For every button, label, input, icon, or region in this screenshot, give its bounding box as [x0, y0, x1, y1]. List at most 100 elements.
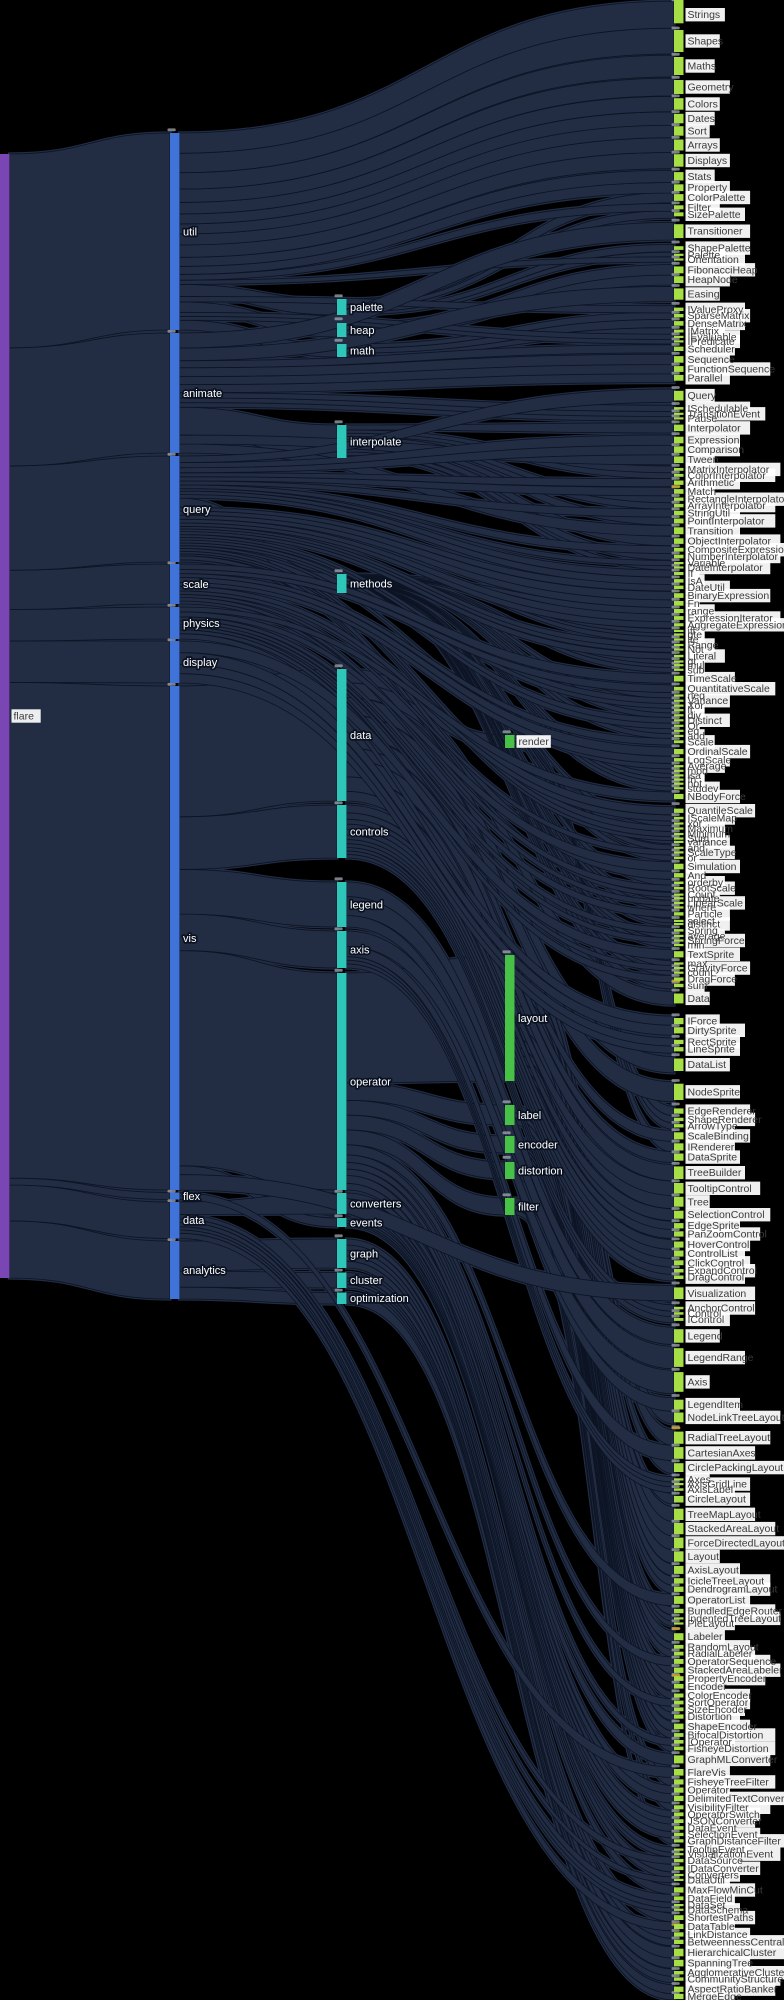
svg-text:Filter: Filter	[688, 202, 712, 214]
svg-text:LinkDistance: LinkDistance	[688, 1929, 748, 1941]
svg-text:GraphMLConverter: GraphMLConverter	[688, 1754, 778, 1766]
svg-text:fn: fn	[688, 774, 697, 786]
svg-text:layout: layout	[518, 1013, 547, 1025]
svg-text:MaxFlowMinCut: MaxFlowMinCut	[688, 1885, 763, 1897]
svg-text:RandomLayout: RandomLayout	[688, 1641, 759, 1653]
svg-text:DateUtil: DateUtil	[688, 582, 725, 594]
svg-text:SparseMatrix: SparseMatrix	[688, 310, 751, 322]
svg-text:ExpandControl: ExpandControl	[688, 1265, 757, 1277]
svg-text:Spring: Spring	[688, 925, 719, 937]
svg-text:eq: eq	[688, 725, 700, 737]
svg-text:distinct: distinct	[688, 919, 721, 931]
svg-text:sum: sum	[688, 980, 708, 992]
svg-text:ShortestPaths: ShortestPaths	[688, 1912, 754, 1924]
svg-text:variance: variance	[688, 836, 728, 848]
svg-text:Dates: Dates	[688, 113, 715, 125]
svg-text:Maximum: Maximum	[688, 823, 734, 835]
svg-text:PanZoomControl: PanZoomControl	[688, 1229, 767, 1241]
svg-text:FlareVis: FlareVis	[688, 1767, 726, 1779]
svg-text:If: If	[688, 568, 694, 580]
svg-text:Fn: Fn	[688, 598, 700, 610]
svg-text:BifocalDistortion: BifocalDistortion	[688, 1730, 764, 1742]
svg-text:DirtySprite: DirtySprite	[688, 1025, 737, 1037]
svg-text:DataSource: DataSource	[688, 1855, 744, 1867]
svg-text:and: and	[688, 842, 706, 854]
svg-text:Simulation: Simulation	[688, 861, 737, 873]
svg-text:min: min	[688, 940, 705, 952]
svg-text:range: range	[688, 606, 715, 618]
svg-text:CompositeExpression: CompositeExpression	[688, 544, 784, 556]
svg-text:OrdinalScale: OrdinalScale	[688, 746, 748, 758]
svg-text:converters: converters	[350, 1198, 402, 1210]
svg-text:Orientation: Orientation	[688, 254, 740, 266]
svg-text:orderby: orderby	[688, 877, 724, 889]
svg-text:SizePalette: SizePalette	[688, 209, 741, 221]
svg-text:cluster: cluster	[350, 1275, 383, 1287]
svg-text:Maths: Maths	[688, 61, 717, 73]
svg-text:CartesianAxes: CartesianAxes	[688, 1447, 756, 1459]
svg-text:PointInterpolator: PointInterpolator	[688, 515, 766, 527]
svg-text:VisualizationEvent: VisualizationEvent	[688, 1849, 774, 1861]
svg-text:Transition: Transition	[688, 525, 734, 537]
svg-text:NodeSprite: NodeSprite	[688, 1086, 741, 1098]
svg-text:ExpressionIterator: ExpressionIterator	[688, 613, 774, 625]
svg-text:TimeScale: TimeScale	[688, 673, 737, 685]
svg-text:ShapeRenderer: ShapeRenderer	[688, 1114, 763, 1126]
svg-text:Match: Match	[688, 486, 717, 498]
svg-text:gte: gte	[688, 629, 703, 641]
svg-text:Tween: Tween	[688, 454, 719, 466]
svg-text:where: where	[687, 902, 717, 914]
svg-text:StackedAreaLayout: StackedAreaLayout	[688, 1523, 780, 1535]
svg-text:Labeler: Labeler	[688, 1631, 724, 1643]
svg-text:animate: animate	[183, 388, 222, 400]
svg-text:ArrowType: ArrowType	[688, 1120, 738, 1132]
svg-text:DataSet: DataSet	[688, 1900, 726, 1912]
svg-text:lt: lt	[688, 705, 693, 717]
svg-text:DataField: DataField	[688, 1893, 733, 1905]
svg-text:heap: heap	[350, 325, 374, 337]
svg-text:DataSprite: DataSprite	[688, 1152, 738, 1164]
svg-text:QuantitativeScale: QuantitativeScale	[688, 683, 770, 695]
svg-text:AxisLabel: AxisLabel	[688, 1484, 734, 1496]
svg-text:CircleLayout: CircleLayout	[688, 1494, 746, 1506]
svg-text:Particle: Particle	[688, 908, 723, 920]
svg-text:OperatorSequence: OperatorSequence	[688, 1656, 777, 1668]
svg-text:IRenderer: IRenderer	[688, 1141, 735, 1153]
svg-text:methods: methods	[350, 578, 393, 590]
svg-text:sub: sub	[688, 664, 705, 676]
svg-text:ForceDirectedLayout: ForceDirectedLayout	[688, 1537, 784, 1549]
svg-text:DataTable: DataTable	[688, 1921, 735, 1933]
svg-text:mod: mod	[688, 765, 709, 777]
svg-text:Axis: Axis	[688, 1376, 708, 1388]
svg-text:SelectionControl: SelectionControl	[688, 1209, 765, 1221]
svg-text:HierarchicalCluster: HierarchicalCluster	[688, 1947, 777, 1959]
svg-text:ColorEncoder: ColorEncoder	[688, 1690, 753, 1702]
svg-text:DataEvent: DataEvent	[688, 1822, 737, 1834]
svg-text:HeapNode: HeapNode	[688, 274, 738, 286]
svg-text:neq: neq	[688, 690, 706, 702]
svg-text:IForce: IForce	[688, 1016, 718, 1028]
svg-text:DenseMatrix: DenseMatrix	[688, 318, 748, 330]
svg-text:SelectionEvent: SelectionEvent	[688, 1829, 758, 1841]
svg-text:Encoder: Encoder	[688, 1681, 728, 1693]
svg-text:TooltipControl: TooltipControl	[688, 1183, 752, 1195]
svg-text:Operator: Operator	[688, 1785, 730, 1797]
svg-text:average: average	[688, 930, 726, 942]
svg-text:Easing: Easing	[688, 289, 720, 301]
svg-text:LegendItem: LegendItem	[688, 1399, 744, 1411]
svg-text:TextSprite: TextSprite	[688, 949, 735, 961]
svg-text:QuantileScale: QuantileScale	[688, 805, 754, 817]
svg-text:DragForce: DragForce	[688, 974, 738, 986]
svg-text:ShapeEncoder: ShapeEncoder	[688, 1721, 758, 1733]
svg-text:RootScale: RootScale	[688, 883, 737, 895]
svg-text:Stats: Stats	[688, 171, 712, 183]
svg-text:StringUtil: StringUtil	[688, 508, 731, 520]
svg-text:Minimum: Minimum	[688, 829, 731, 841]
svg-text:lte: lte	[688, 634, 699, 646]
svg-text:ColorInterpolator: ColorInterpolator	[688, 470, 767, 482]
svg-text:isa: isa	[688, 770, 702, 782]
svg-text:data: data	[183, 1215, 205, 1227]
svg-text:Geometry: Geometry	[688, 82, 735, 94]
svg-text:IOperator: IOperator	[688, 1736, 733, 1748]
svg-text:Distortion: Distortion	[688, 1711, 733, 1723]
